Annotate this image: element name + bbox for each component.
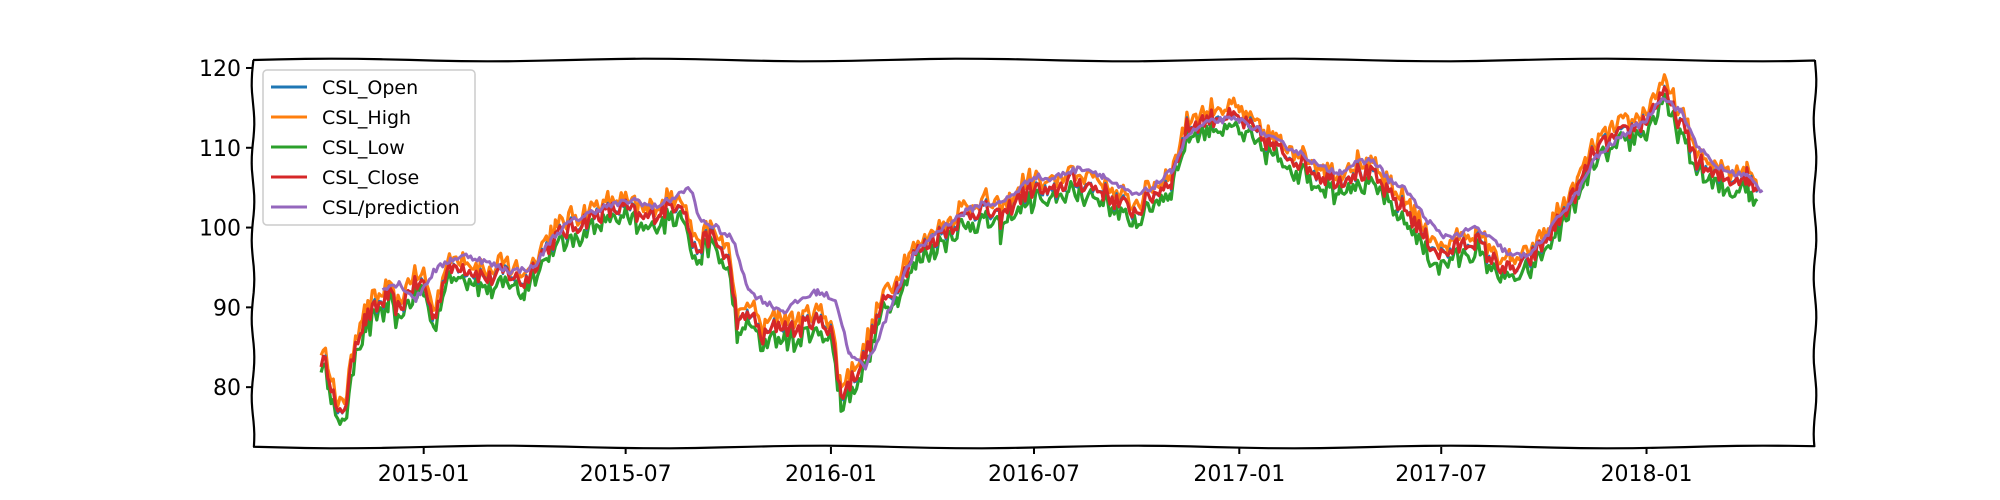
y-tick-label: 100	[199, 217, 241, 242]
legend-item-close: CSL_Close	[271, 167, 419, 189]
legend-item-open: CSL_Open	[271, 77, 418, 99]
series-line-csl-prediction	[381, 97, 1764, 371]
x-tick-label: 2015-07	[580, 462, 672, 487]
legend-label-high: CSL_High	[322, 107, 411, 129]
legend-box	[262, 69, 476, 226]
x-tick-label: 2017-07	[1395, 462, 1487, 487]
x-tick-label: 2016-07	[988, 462, 1080, 487]
legend-label-close: CSL_Close	[322, 167, 419, 189]
y-tick-label: 90	[213, 296, 241, 321]
y-tick-label: 110	[199, 137, 241, 162]
x-tick-label: 2015-01	[378, 462, 470, 487]
legend-item-high: CSL_High	[271, 107, 411, 129]
y-tick-label: 80	[213, 376, 241, 401]
x-tick-label: 2018-01	[1601, 462, 1693, 487]
legend-item-prediction: CSL/prediction	[271, 197, 460, 219]
legend: CSL_Open CSL_High CSL_Low CSL_Close CSL/…	[262, 69, 476, 226]
legend-item-low: CSL_Low	[271, 137, 405, 159]
axis-layer: 2015-01 2015-07 2016-01 2016-07 2017-01 2017-…	[199, 57, 1692, 487]
series-layer	[319, 73, 1764, 426]
legend-label-prediction: CSL/prediction	[322, 197, 460, 219]
x-tick-label: 2016-01	[785, 462, 877, 487]
plot-frame	[250, 57, 1818, 450]
legend-label-low: CSL_Low	[322, 137, 405, 159]
legend-label-open: CSL_Open	[322, 77, 418, 99]
y-tick-label: 120	[199, 57, 241, 82]
series-line-csl-close	[319, 85, 1759, 414]
series-line-csl-low	[319, 92, 1759, 426]
x-tick-label: 2017-01	[1193, 462, 1285, 487]
